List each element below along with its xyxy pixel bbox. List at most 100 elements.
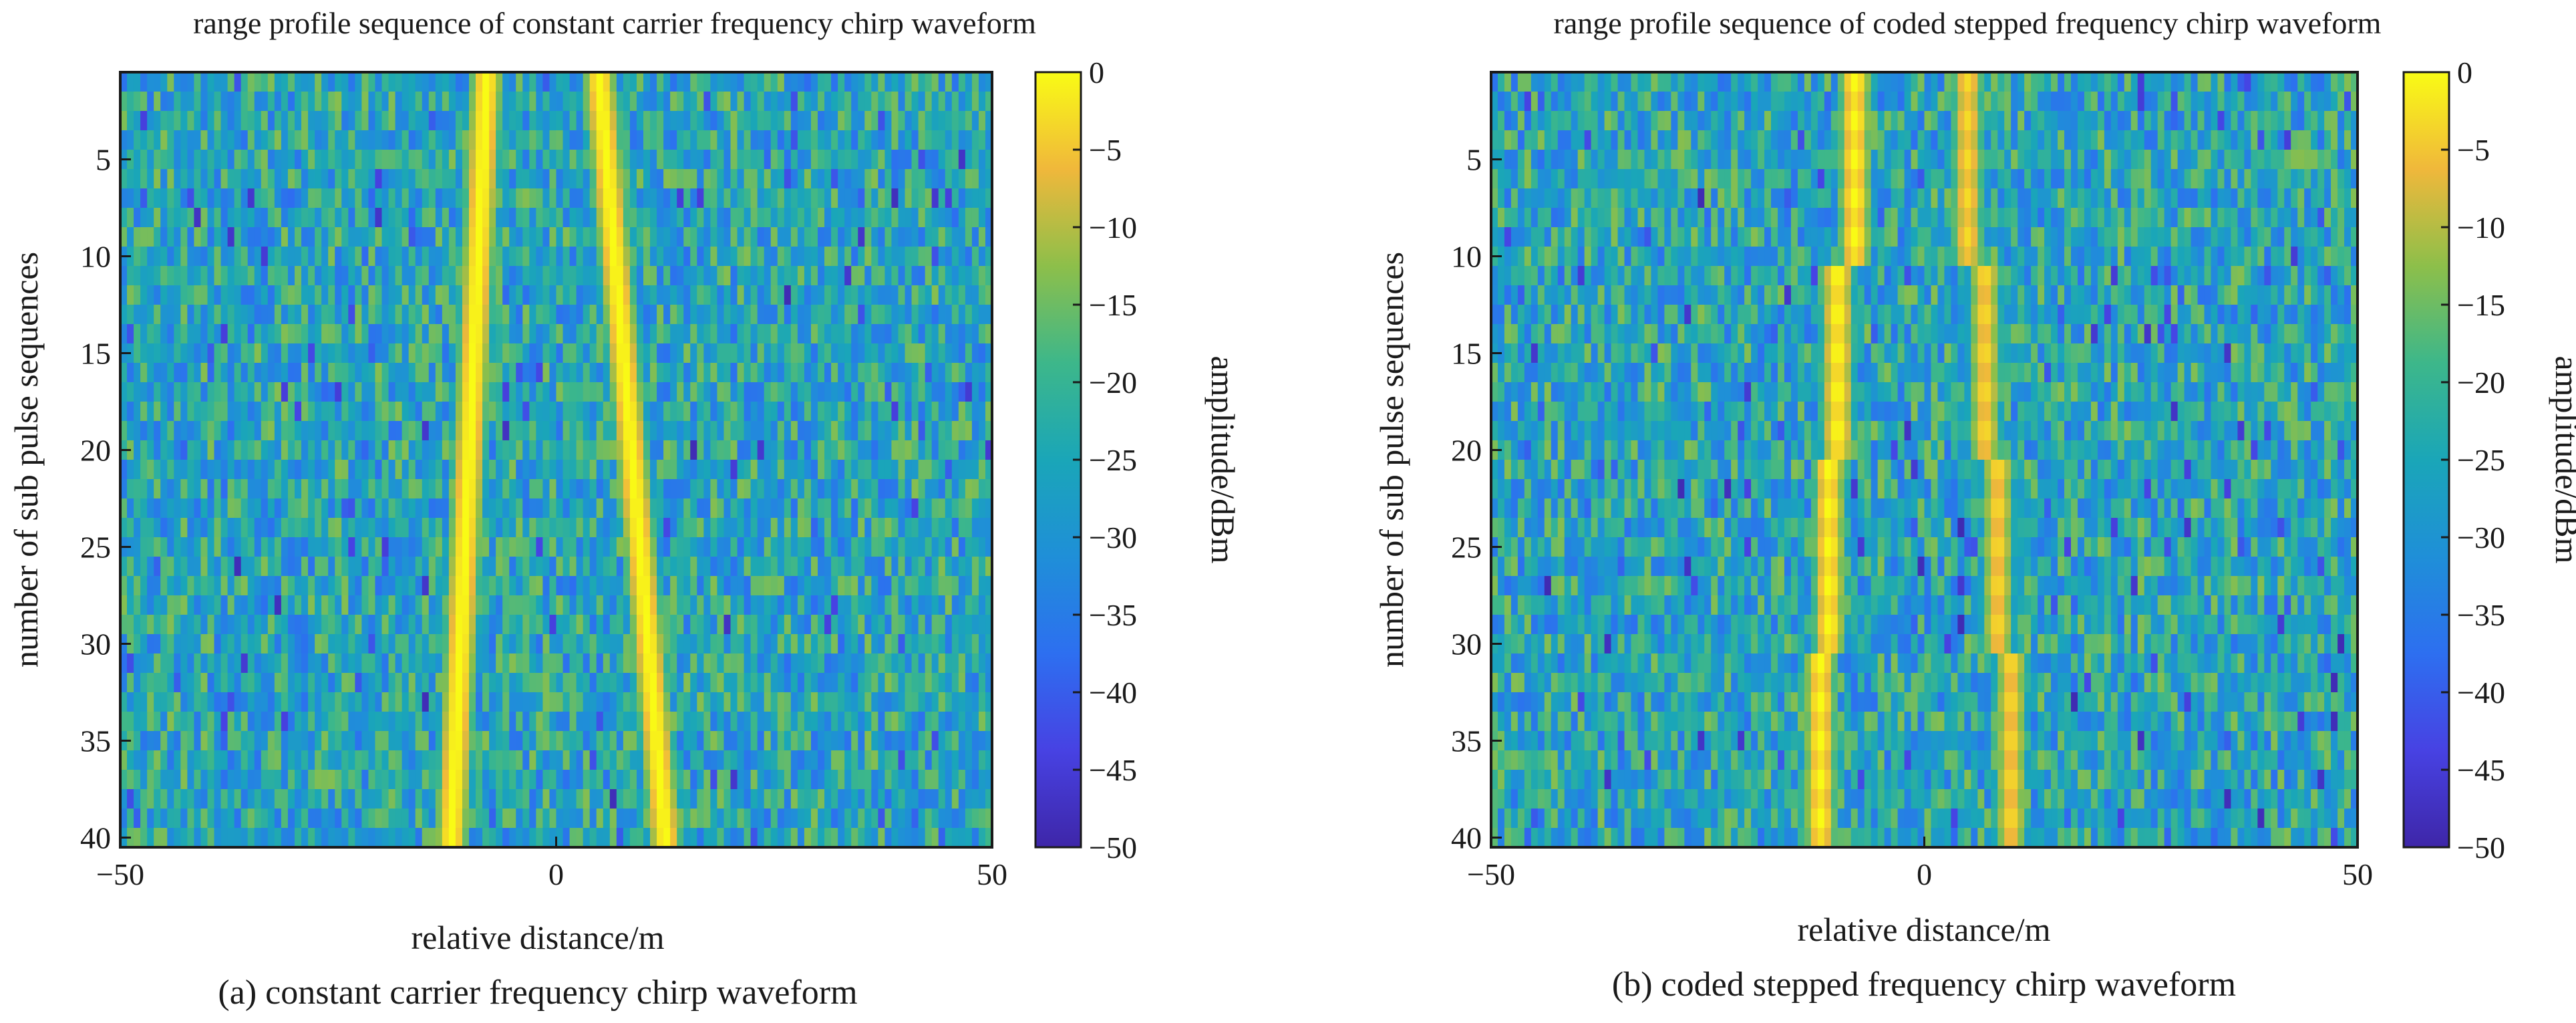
heatmap-cell	[878, 440, 885, 460]
heatmap-cell	[690, 595, 697, 615]
heatmap-cell	[576, 92, 584, 112]
heatmap-cell	[636, 479, 644, 499]
heatmap-cell	[401, 92, 410, 112]
heatmap-cell	[502, 576, 510, 596]
heatmap-cell	[321, 692, 329, 712]
heatmap-cell	[677, 576, 684, 596]
heatmap-cell	[616, 72, 624, 92]
heatmap-cell	[489, 440, 496, 460]
heatmap-cell	[938, 750, 946, 770]
heatmap-cell	[562, 343, 571, 363]
heatmap-cell	[958, 266, 966, 286]
heatmap-cell	[529, 750, 536, 770]
heatmap-cell	[784, 150, 792, 170]
heatmap-cell	[482, 382, 490, 402]
heatmap-cell	[167, 150, 174, 170]
heatmap-cell	[187, 809, 195, 829]
heatmap-cell	[435, 731, 443, 751]
heatmap-cell	[965, 518, 973, 538]
heatmap-cell	[261, 208, 269, 228]
heatmap-cell	[227, 130, 235, 150]
heatmap-cell	[335, 421, 342, 441]
heatmap-cell	[556, 634, 564, 654]
heatmap-cell	[321, 479, 329, 499]
heatmap-cell	[361, 324, 369, 344]
heatmap-cell	[522, 421, 530, 441]
heatmap-cell	[274, 440, 282, 460]
heatmap-cell	[516, 692, 523, 712]
heatmap-cell	[240, 440, 249, 460]
heatmap-cell	[220, 537, 228, 557]
heatmap-cell	[737, 382, 745, 402]
heatmap-cell	[274, 402, 282, 422]
heatmap-cell	[804, 382, 812, 402]
heatmap-cell	[911, 402, 919, 422]
heatmap-cell	[120, 130, 128, 150]
heatmap-cell	[489, 576, 496, 596]
heatmap-cell	[287, 227, 295, 247]
heatmap-cell	[723, 750, 732, 770]
heatmap-cell	[831, 673, 838, 693]
heatmap-cell	[717, 324, 725, 344]
heatmap-cell	[925, 595, 933, 615]
heatmap-cell	[502, 673, 510, 693]
heatmap-cell	[502, 595, 510, 615]
heatmap-cell	[295, 479, 302, 499]
heatmap-cell	[938, 305, 946, 325]
heatmap-cell	[401, 382, 410, 402]
heatmap-cell	[717, 421, 725, 441]
heatmap-cell	[321, 169, 329, 189]
heatmap-cell	[529, 673, 536, 693]
heatmap-cell	[348, 712, 355, 732]
heatmap-cell	[194, 305, 202, 325]
heatmap-cell	[308, 731, 315, 751]
heatmap-cell	[361, 518, 369, 538]
heatmap-cell	[428, 188, 436, 208]
heatmap-cell	[529, 169, 536, 189]
heatmap-cell	[522, 343, 530, 363]
heatmap-cell	[831, 789, 838, 809]
heatmap-cell	[629, 595, 637, 615]
heatmap-cell	[308, 72, 315, 92]
heatmap-cell	[335, 460, 342, 480]
heatmap-cell	[710, 692, 718, 712]
heatmap-cell	[569, 343, 577, 363]
heatmap-cell	[227, 673, 235, 693]
heatmap-cell	[261, 266, 269, 286]
heatmap-cell	[140, 363, 148, 383]
heatmap-cell	[180, 266, 188, 286]
heatmap-cell	[167, 305, 174, 325]
heatmap-cell	[361, 712, 369, 732]
heatmap-cell	[804, 72, 812, 92]
heatmap-cell	[824, 382, 832, 402]
heatmap-cell	[375, 92, 383, 112]
heatmap-cell	[643, 537, 651, 557]
heatmap-cell	[670, 363, 677, 383]
heatmap-cell	[770, 673, 778, 693]
heatmap-cell	[737, 440, 745, 460]
heatmap-cell	[154, 712, 161, 732]
heatmap-cell	[818, 557, 825, 577]
heatmap-cell	[442, 518, 450, 538]
heatmap-cell	[884, 382, 893, 402]
heatmap-cell	[134, 692, 141, 712]
heatmap-cell	[583, 731, 591, 751]
heatmap-cell	[194, 712, 202, 732]
heatmap-cell	[428, 770, 436, 790]
heatmap-cell	[703, 363, 711, 383]
heatmap-cell	[824, 285, 832, 305]
heatmap-cell	[200, 305, 208, 325]
heatmap-cell	[448, 537, 456, 557]
heatmap-cell	[476, 324, 483, 344]
heatmap-cell	[361, 343, 369, 363]
heatmap-cell	[804, 130, 812, 150]
heatmap-cell	[147, 343, 154, 363]
heatmap-cell	[469, 285, 476, 305]
heatmap-cell	[502, 731, 510, 751]
heatmap-cell	[247, 731, 255, 751]
heatmap-cell	[388, 750, 396, 770]
heatmap-cell	[187, 247, 195, 267]
heatmap-cell	[408, 615, 416, 635]
heatmap-cell	[657, 111, 664, 131]
heatmap-cell	[797, 227, 805, 247]
